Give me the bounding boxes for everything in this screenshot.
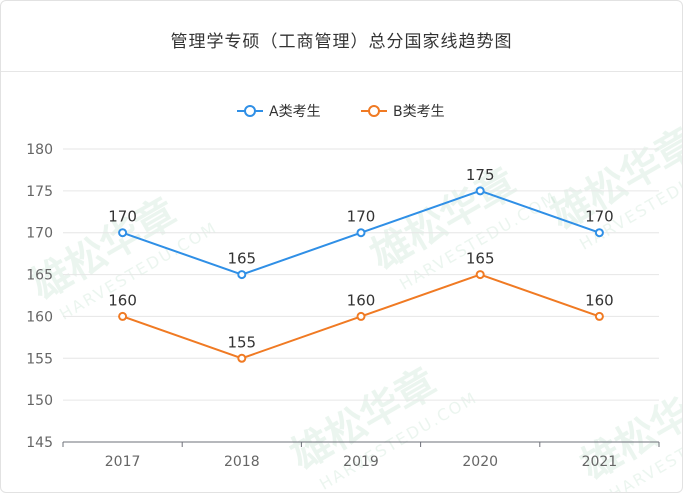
data-point (118, 311, 128, 321)
x-tick-label: 2017 (105, 454, 141, 470)
x-axis: 2017 2018 2019 2020 2021 (62, 441, 660, 470)
data-point (594, 228, 604, 238)
title-divider (1, 71, 682, 72)
data-point (594, 311, 604, 321)
data-label: 170 (585, 208, 614, 226)
data-label: 170 (347, 208, 376, 226)
data-label: 175 (466, 166, 495, 184)
data-label: 160 (585, 291, 614, 309)
data-point (237, 353, 247, 363)
legend-label: B类考生 (393, 104, 445, 120)
data-label: 165 (227, 250, 256, 268)
y-tick-label: 155 (26, 351, 53, 367)
legend-item[interactable]: B类考生 (361, 104, 445, 120)
data-label: 170 (108, 208, 137, 226)
x-tick-label: 2020 (462, 454, 498, 470)
y-tick-label: 150 (26, 393, 53, 409)
series-layer: 170 165 170 175 170 160 155 160 165 160 (108, 166, 614, 363)
data-label: 160 (108, 291, 137, 309)
legend-item[interactable]: A类考生 (237, 104, 321, 120)
y-tick-label: 170 (26, 226, 53, 242)
chart-title: 管理学专硕（工商管理）总分国家线趋势图 (170, 32, 513, 52)
data-point (118, 228, 128, 238)
y-tick-label: 180 (26, 142, 53, 158)
data-label: 160 (347, 291, 376, 309)
data-point (475, 270, 485, 280)
x-tick-label: 2018 (224, 454, 260, 470)
x-tick-label: 2019 (343, 454, 379, 470)
data-point (475, 186, 485, 196)
data-point (356, 311, 366, 321)
data-point (237, 270, 247, 280)
y-tick-label: 175 (26, 184, 53, 200)
y-tick-label: 145 (26, 435, 53, 451)
legend-marker-icon (368, 105, 380, 117)
data-label: 165 (466, 250, 495, 268)
data-point (356, 228, 366, 238)
legend-marker-icon (244, 105, 256, 117)
series-b: 160 155 160 165 160 (108, 250, 614, 363)
y-tick-label: 165 (26, 268, 53, 284)
data-label: 155 (227, 333, 256, 351)
y-tick-label: 160 (26, 309, 53, 325)
legend[interactable]: A类考生 B类考生 (237, 104, 445, 120)
series-a: 170 165 170 175 170 (108, 166, 614, 280)
x-tick-label: 2021 (582, 454, 618, 470)
legend-label: A类考生 (269, 104, 321, 120)
